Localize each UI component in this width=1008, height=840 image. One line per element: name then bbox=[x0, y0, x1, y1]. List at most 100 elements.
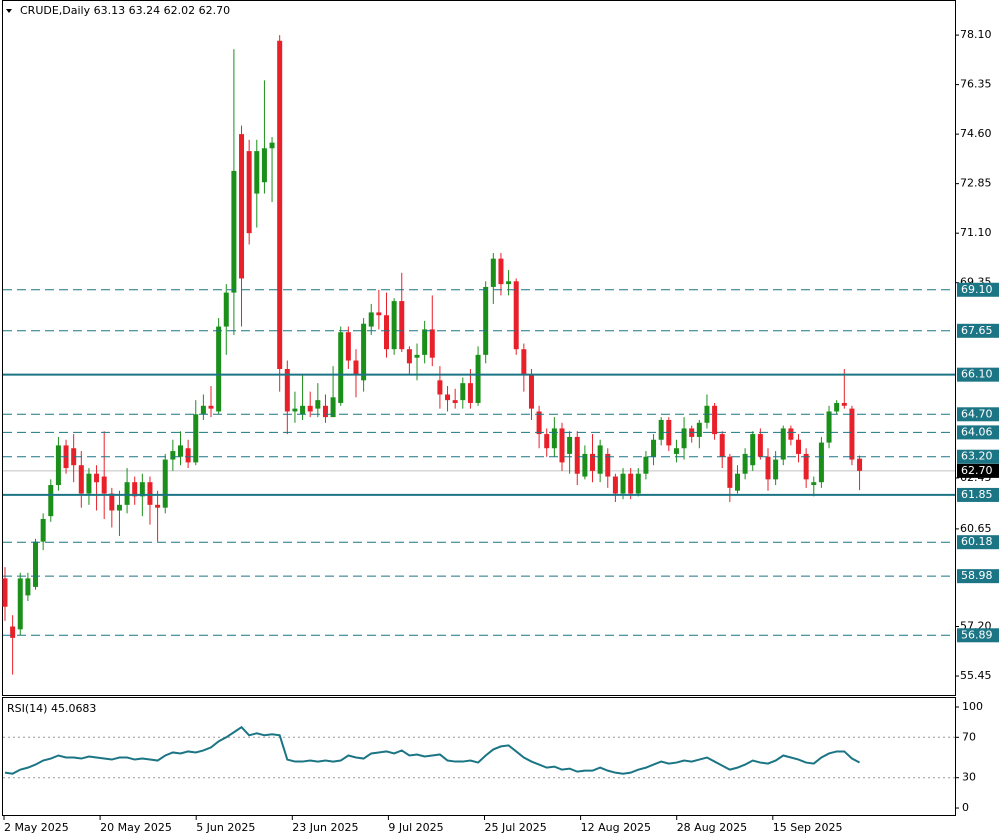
candle-body bbox=[559, 428, 565, 463]
candle-body bbox=[330, 397, 336, 418]
y-tick-label: 71.10 bbox=[960, 226, 992, 239]
level-label: 64.70 bbox=[961, 407, 993, 420]
candle-body bbox=[490, 258, 496, 287]
candle-body bbox=[376, 312, 382, 316]
candle-body bbox=[620, 473, 626, 494]
candle-body bbox=[551, 428, 557, 449]
candle-body bbox=[78, 465, 84, 494]
candle-body bbox=[170, 451, 176, 460]
candle-body bbox=[651, 439, 657, 457]
candle-body bbox=[574, 436, 580, 474]
candle-body bbox=[429, 329, 435, 358]
level-label: 56.89 bbox=[961, 628, 993, 641]
candle-body bbox=[177, 445, 183, 457]
candle-body bbox=[773, 459, 779, 480]
candle-body bbox=[200, 405, 206, 415]
candle-body bbox=[719, 434, 725, 457]
level-label-box bbox=[957, 425, 999, 440]
candle-body bbox=[345, 332, 351, 361]
level-label-box bbox=[957, 323, 999, 338]
candle-body bbox=[254, 151, 260, 194]
candle-body bbox=[757, 434, 763, 457]
candle-body bbox=[399, 301, 405, 350]
candle-body bbox=[292, 408, 298, 412]
candle-body bbox=[86, 473, 92, 494]
candle-body bbox=[284, 369, 290, 412]
candle-body bbox=[536, 411, 542, 435]
y-tick-label: 76.35 bbox=[960, 78, 992, 91]
candle-body bbox=[818, 442, 824, 483]
candle-body bbox=[322, 405, 328, 418]
current-price-box bbox=[957, 463, 999, 478]
current-price-label: 62.70 bbox=[961, 464, 993, 477]
level-label-box bbox=[957, 449, 999, 464]
candle-body bbox=[185, 448, 191, 463]
rsi-title: RSI(14) 45.0683 bbox=[7, 702, 96, 715]
menu-arrow[interactable] bbox=[6, 9, 12, 13]
candle-body bbox=[116, 504, 122, 511]
level-label-box bbox=[957, 487, 999, 502]
candle-body bbox=[857, 458, 863, 471]
candle-body bbox=[25, 578, 31, 596]
candle-body bbox=[612, 476, 618, 494]
candle-body bbox=[750, 434, 756, 466]
chart-header: CRUDE,Daily 63.13 63.24 62.02 62.70 bbox=[20, 4, 230, 17]
candle-body bbox=[834, 402, 840, 412]
candle-body bbox=[788, 428, 794, 440]
y-tick-label: 60.65 bbox=[960, 522, 992, 535]
candle-body bbox=[452, 400, 458, 403]
candle-body bbox=[124, 482, 130, 505]
candle-body bbox=[597, 445, 603, 474]
candle-body bbox=[628, 473, 634, 494]
candle-body bbox=[590, 453, 596, 471]
candle-body bbox=[193, 414, 199, 463]
y-tick-label: 0 bbox=[962, 801, 969, 814]
y-tick-label: 70 bbox=[962, 730, 976, 743]
candle-body bbox=[765, 456, 771, 480]
candle-body bbox=[361, 323, 367, 381]
candle-body bbox=[55, 445, 61, 486]
candle-body bbox=[353, 360, 359, 375]
level-label: 58.98 bbox=[961, 569, 993, 582]
x-tick-label: 5 Jun 2025 bbox=[196, 821, 255, 834]
candle-body bbox=[40, 518, 46, 542]
candle-body bbox=[391, 301, 397, 350]
candle-body bbox=[513, 281, 519, 350]
candle-body bbox=[414, 354, 420, 358]
y-tick-label: 30 bbox=[962, 771, 976, 784]
candle-body bbox=[483, 286, 489, 355]
candle-body bbox=[384, 315, 389, 350]
main-panel-frame bbox=[2, 0, 956, 696]
level-label: 67.65 bbox=[961, 324, 993, 337]
candle-body bbox=[269, 142, 275, 149]
x-tick-label: 12 Aug 2025 bbox=[581, 821, 651, 834]
x-tick-label: 20 May 2025 bbox=[100, 821, 172, 834]
candle-body bbox=[10, 626, 16, 638]
candle-body bbox=[261, 148, 267, 183]
candle-body bbox=[48, 485, 54, 517]
candle-body bbox=[673, 448, 679, 454]
candle-body bbox=[780, 428, 786, 460]
x-tick-label: 15 Sep 2025 bbox=[773, 821, 843, 834]
candle-body bbox=[643, 456, 649, 474]
candle-body bbox=[216, 326, 222, 412]
candle-body bbox=[315, 400, 321, 409]
candle-body bbox=[841, 402, 847, 406]
candle-body bbox=[368, 312, 374, 327]
candle-body bbox=[437, 380, 443, 395]
candle-body bbox=[696, 422, 702, 437]
candle-body bbox=[742, 453, 748, 474]
candle-body bbox=[139, 482, 145, 497]
candle-body bbox=[132, 482, 138, 497]
candle-body bbox=[33, 541, 39, 587]
candle-body bbox=[94, 473, 100, 483]
y-tick-label: 72.85 bbox=[960, 177, 992, 190]
candle-body bbox=[300, 405, 306, 415]
candle-body bbox=[681, 428, 687, 449]
x-tick-label: 9 Jul 2025 bbox=[388, 821, 443, 834]
candle-body bbox=[147, 482, 153, 505]
candle-body bbox=[727, 456, 733, 488]
